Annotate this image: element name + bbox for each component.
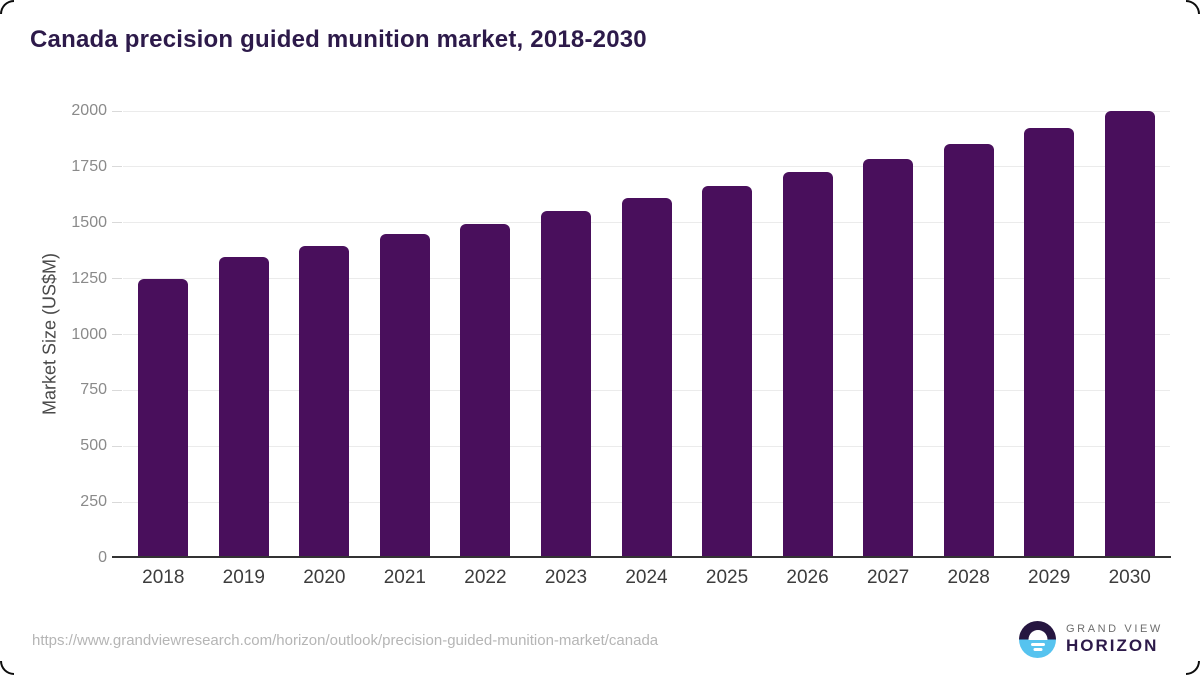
card-corner-bottom-left (0, 661, 14, 675)
chart-title: Canada precision guided munition market,… (30, 26, 647, 53)
x-tick-label-2018: 2018 (142, 567, 185, 588)
x-tick-label-2019: 2019 (222, 567, 265, 588)
y-tick-label-500: 500 (80, 437, 107, 455)
bar-2025 (702, 185, 753, 558)
x-tick-label-2024: 2024 (625, 567, 668, 588)
y-tick-mark-250 (112, 501, 122, 503)
y-tick-label-0: 0 (98, 549, 107, 566)
horizon-sunrise-icon (1019, 621, 1056, 658)
y-tick-label-1000: 1000 (71, 325, 107, 343)
bar-2023 (540, 211, 591, 558)
x-tick-label-2026: 2026 (786, 567, 829, 588)
y-tick-label-2000: 2000 (71, 102, 107, 119)
y-tick-label-1750: 1750 (71, 157, 107, 175)
bar-2020 (299, 245, 350, 558)
bar-2024 (621, 197, 672, 558)
y-tick-mark-1000 (112, 334, 122, 335)
bar-2019 (218, 256, 269, 558)
brand-name-top: GRAND VIEW (1066, 623, 1163, 635)
x-tick-label-2023: 2023 (544, 567, 588, 588)
x-tick-label-2022: 2022 (464, 567, 507, 588)
bar-2030 (1104, 111, 1155, 558)
bar-2028 (943, 143, 994, 558)
bar-2026 (782, 172, 833, 558)
x-axis-baseline (112, 556, 1171, 558)
y-tick-mark-500 (112, 445, 122, 447)
y-tick-mark-1250 (112, 278, 122, 280)
y-tick-mark-1750 (112, 166, 122, 168)
x-tick-label-2020: 2020 (303, 567, 346, 588)
x-tick-label-2021: 2021 (383, 567, 427, 588)
bar-2027 (863, 158, 914, 558)
y-tick-label-1500: 1500 (71, 213, 107, 231)
x-tick-label-2030: 2030 (1108, 567, 1151, 588)
y-tick-mark-2000 (112, 110, 122, 112)
y-tick-label-1250: 1250 (71, 269, 107, 287)
bar-2029 (1024, 128, 1075, 558)
bar-2022 (460, 223, 511, 558)
y-tick-label-750: 750 (80, 381, 107, 399)
brand-name-bottom: HORIZON (1066, 636, 1159, 655)
bar-2018 (138, 278, 189, 558)
bar-2021 (379, 234, 430, 558)
y-tick-label-250: 250 (80, 493, 107, 511)
y-tick-mark-1500 (112, 222, 122, 224)
card-corner-bottom-right (1186, 661, 1200, 675)
card-corner-top-left (0, 0, 14, 14)
brand-logo: GRAND VIEW HORIZON (1019, 621, 1163, 658)
card-corner-top-right (1186, 0, 1200, 14)
plot-area (123, 110, 1170, 558)
gridline-1750 (123, 166, 1170, 168)
x-tick-label-2029: 2029 (1028, 567, 1071, 588)
gridline-2000 (123, 110, 1170, 112)
x-tick-label-2028: 2028 (947, 567, 990, 588)
x-tick-label-2027: 2027 (866, 567, 910, 588)
source-url: https://www.grandviewresearch.com/horizo… (32, 632, 659, 649)
x-tick-label-2025: 2025 (705, 567, 749, 588)
y-tick-mark-750 (112, 389, 122, 391)
